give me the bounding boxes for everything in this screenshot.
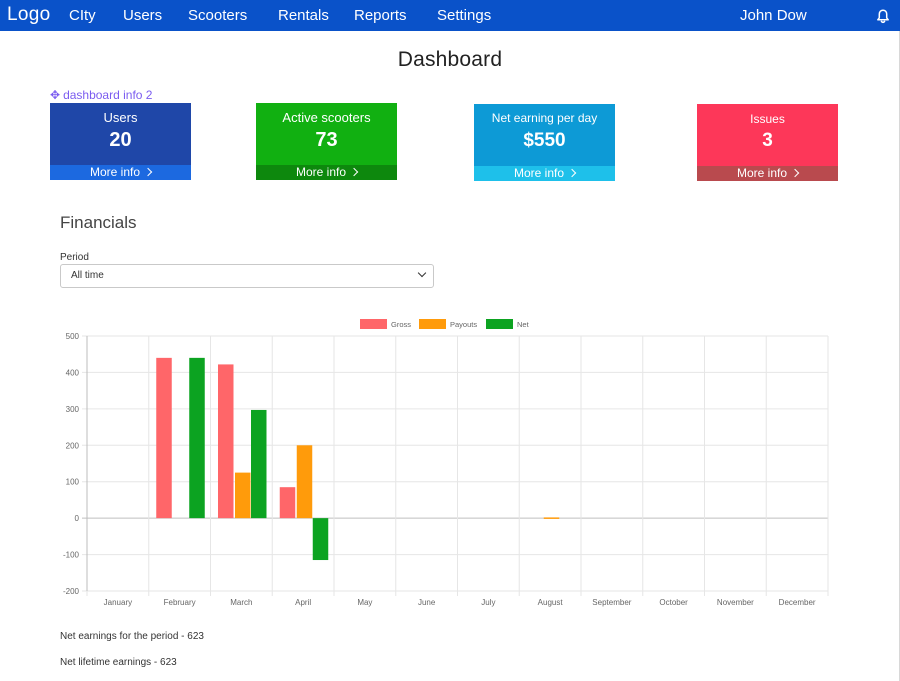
card-more-info[interactable]: More info (474, 166, 615, 181)
card-value: 3 (762, 130, 773, 151)
nav-item-users[interactable]: Users (123, 7, 163, 24)
y-tick-label: -100 (63, 551, 80, 560)
bell-icon[interactable] (876, 9, 892, 25)
users-card[interactable]: Users 20 More info (50, 103, 191, 180)
x-tick-label: April (295, 598, 311, 607)
card-title: Users (103, 110, 138, 125)
nav-item-city[interactable]: CIty (69, 7, 96, 24)
financials-title: Financials (60, 213, 137, 232)
chevron-right-icon (790, 168, 800, 178)
x-tick-label: September (592, 598, 631, 607)
chevron-right-icon (349, 167, 359, 177)
card-title: Issues (750, 112, 785, 126)
x-tick-label: May (357, 598, 372, 607)
legend-label: Net (517, 320, 530, 329)
net-earning-card[interactable]: Net earning per day $550 More info (474, 104, 615, 181)
card-more-info[interactable]: More info (697, 166, 838, 181)
bar-payouts (296, 445, 313, 519)
dashboard-info-label: dashboard info 2 (63, 88, 153, 102)
more-info-label: More info (513, 166, 565, 180)
top-navbar: Logo CIty Users Scooters Rentals Reports… (0, 0, 900, 31)
card-more-info[interactable]: More info (256, 165, 397, 180)
card-value: 20 (109, 129, 132, 151)
card-value: $550 (523, 130, 566, 151)
x-tick-label: October (659, 598, 688, 607)
nav-item-scooters[interactable]: Scooters (188, 7, 248, 24)
chevron-down-icon (417, 268, 427, 278)
net-earnings-period: Net earnings for the period - 623 (60, 631, 204, 642)
legend-swatch (486, 319, 513, 329)
x-tick-label: June (418, 598, 436, 607)
legend-label: Payouts (450, 320, 477, 329)
y-tick-label: 100 (66, 478, 80, 487)
period-select[interactable]: All time (60, 264, 434, 288)
legend-swatch (419, 319, 446, 329)
card-title: Net earning per day (491, 111, 598, 125)
x-tick-label: December (779, 598, 816, 607)
x-tick-label: February (164, 598, 196, 607)
financials-chart: 500 400 300 200 100 0 -100 -200 January February M… (63, 319, 829, 607)
bar-net (251, 409, 267, 519)
legend-swatch (360, 319, 387, 329)
y-tick-label: 0 (75, 514, 80, 523)
more-info-label: More info (295, 165, 347, 179)
chevron-right-icon (143, 167, 153, 177)
issues-card[interactable]: Issues 3 More info (697, 104, 838, 181)
user-menu[interactable]: John Dow (740, 7, 807, 24)
chevron-right-icon (567, 168, 577, 178)
bar-gross (279, 487, 296, 519)
y-tick-label: 400 (66, 368, 80, 377)
legend-label: Gross (391, 320, 411, 329)
x-tick-label: July (481, 598, 495, 607)
nav-item-reports[interactable]: Reports (354, 7, 407, 24)
logo[interactable]: Logo (7, 4, 51, 25)
dashboard-info-link[interactable]: ✥ dashboard info 2 (50, 88, 152, 102)
nav-item-rentals[interactable]: Rentals (278, 7, 329, 24)
period-selected-value: All time (71, 270, 104, 281)
x-tick-label: January (104, 598, 132, 607)
card-more-info[interactable]: More info (50, 165, 191, 180)
more-info-label: More info (736, 166, 788, 180)
page-title: Dashboard (397, 48, 503, 71)
bar-gross (218, 364, 234, 519)
bar-gross (156, 357, 172, 519)
active-scooters-card[interactable]: Active scooters 73 More info (256, 103, 397, 180)
x-tick-label: November (717, 598, 754, 607)
period-label: Period (60, 252, 89, 263)
move-icon: ✥ (50, 88, 61, 102)
bar-payouts (235, 472, 251, 519)
y-tick-label: -200 (63, 587, 80, 596)
bar-net (312, 518, 329, 561)
bar-net (189, 357, 205, 519)
bar-payouts (543, 517, 560, 519)
net-lifetime-earnings: Net lifetime earnings - 623 (60, 657, 177, 668)
x-tick-label: August (538, 598, 564, 607)
more-info-label: More info (89, 165, 141, 179)
x-tick-label: March (230, 598, 252, 607)
card-title: Active scooters (282, 110, 371, 125)
y-tick-label: 300 (66, 405, 80, 414)
y-tick-label: 200 (66, 441, 80, 450)
card-value: 73 (315, 129, 338, 151)
nav-item-settings[interactable]: Settings (437, 7, 492, 24)
y-tick-label: 500 (66, 332, 80, 341)
